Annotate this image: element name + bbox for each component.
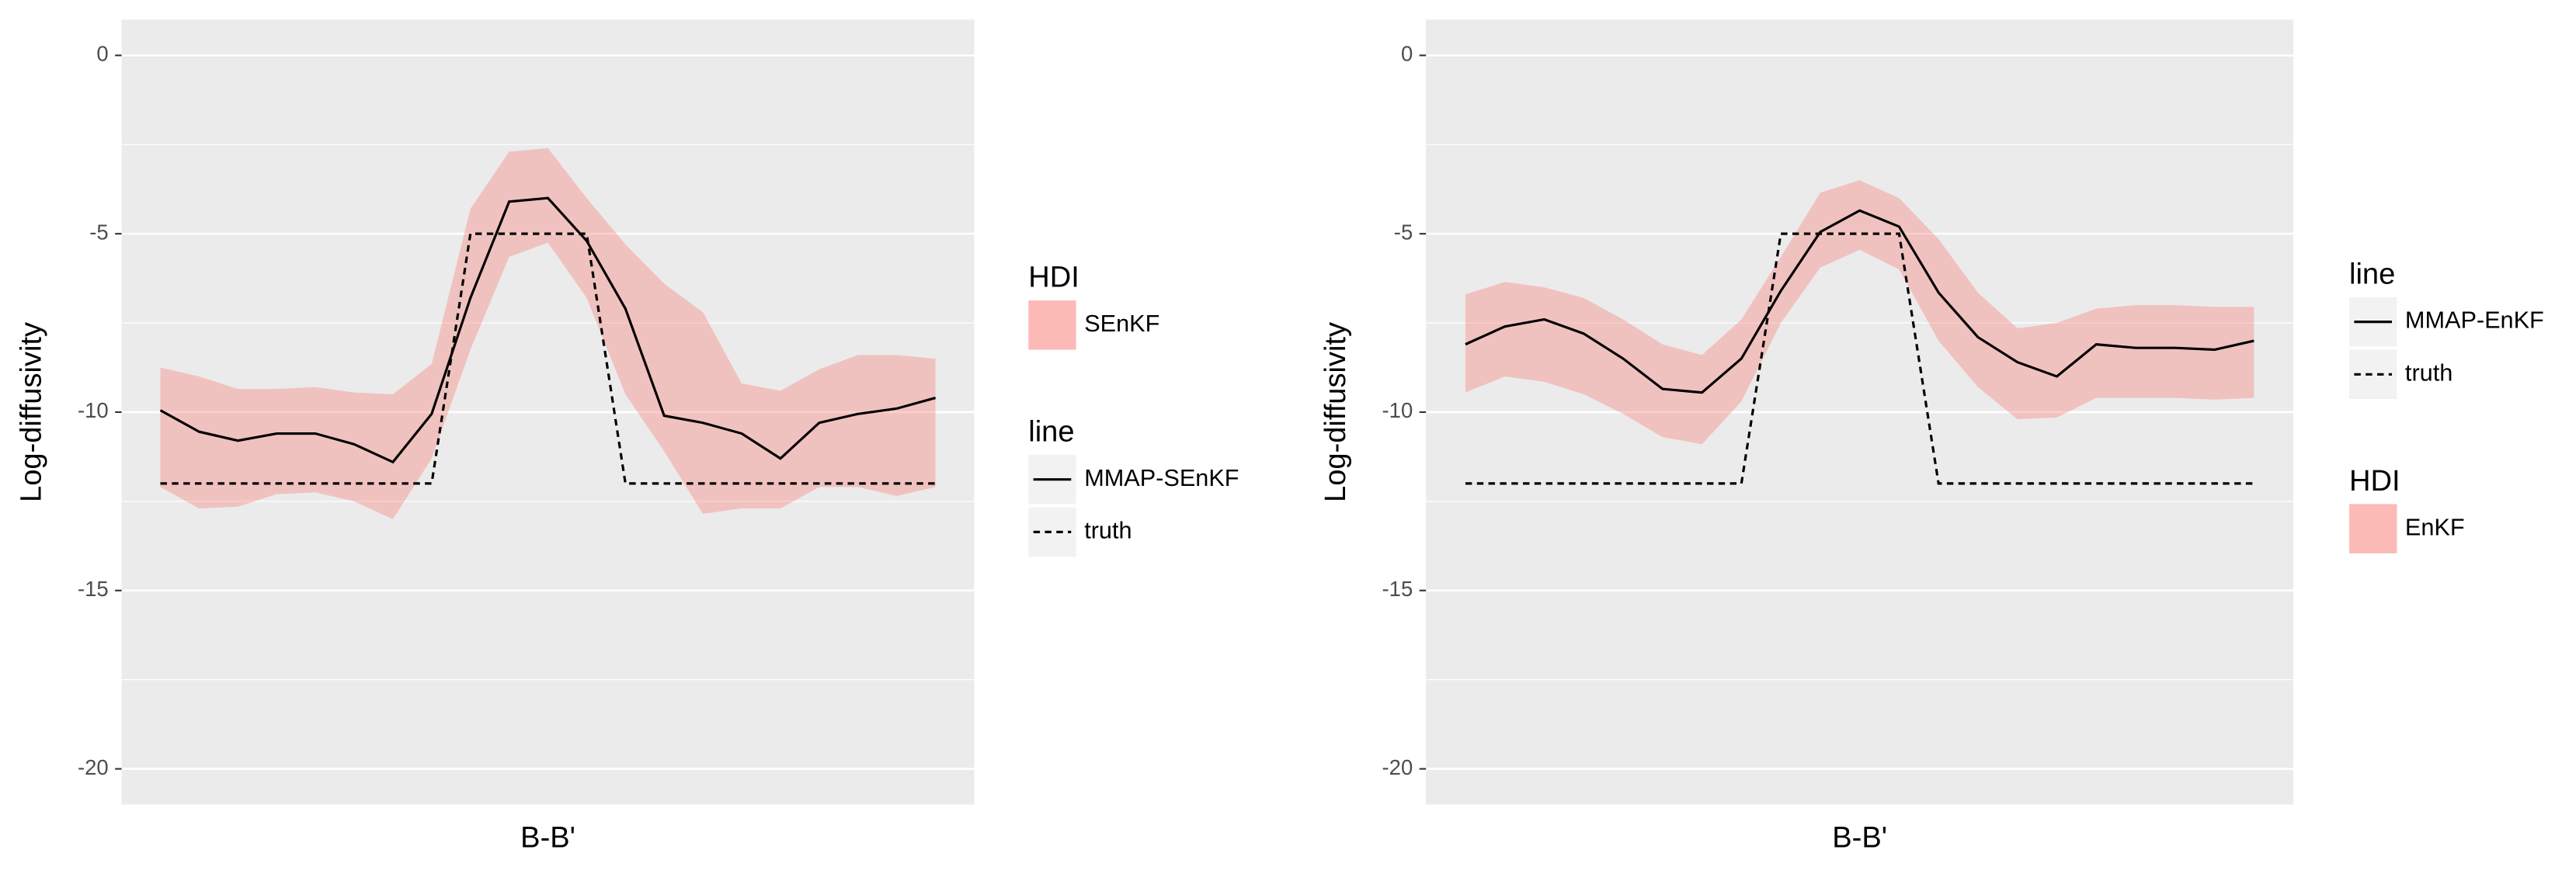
series-line [160,232,936,485]
series-line [1465,209,2254,394]
legend-label: truth [2405,359,2453,386]
hdi-band [1465,180,2254,445]
y-axis-title: Log-diffusivity [1319,322,1352,502]
legend-title: line [1028,416,1074,449]
y-tick-label: -5 [1394,220,1413,244]
series-line [1465,232,2254,485]
legend-key [2349,504,2397,553]
y-tick-label: -10 [1382,398,1413,422]
y-tick-label: -15 [1382,577,1413,601]
legend-title: line [2349,258,2395,290]
y-tick-label: -5 [89,220,108,244]
y-tick-label: -15 [78,577,109,601]
x-axis-title: B-B' [520,822,575,855]
x-axis-title: B-B' [1832,822,1887,855]
legend-label: MMAP-SEnKF [1084,465,1239,491]
legend-title: HDI [2349,465,2400,498]
y-tick-label: -20 [1382,755,1413,779]
y-tick-label: 0 [1401,42,1413,66]
legend-label: EnKF [2405,514,2465,540]
y-tick-label: 0 [96,42,108,66]
y-axis-title: Log-diffusivity [15,322,47,502]
legend-label: truth [1084,517,1132,543]
legend-title: HDI [1028,262,1079,294]
series-line [159,196,936,464]
legend-label: SEnKF [1084,310,1159,337]
y-tick-label: -20 [78,755,109,779]
legend-label: MMAP-EnKF [2405,307,2544,334]
hdi-band [160,147,936,519]
y-tick-label: -10 [78,398,109,422]
legend-key [1028,300,1076,350]
